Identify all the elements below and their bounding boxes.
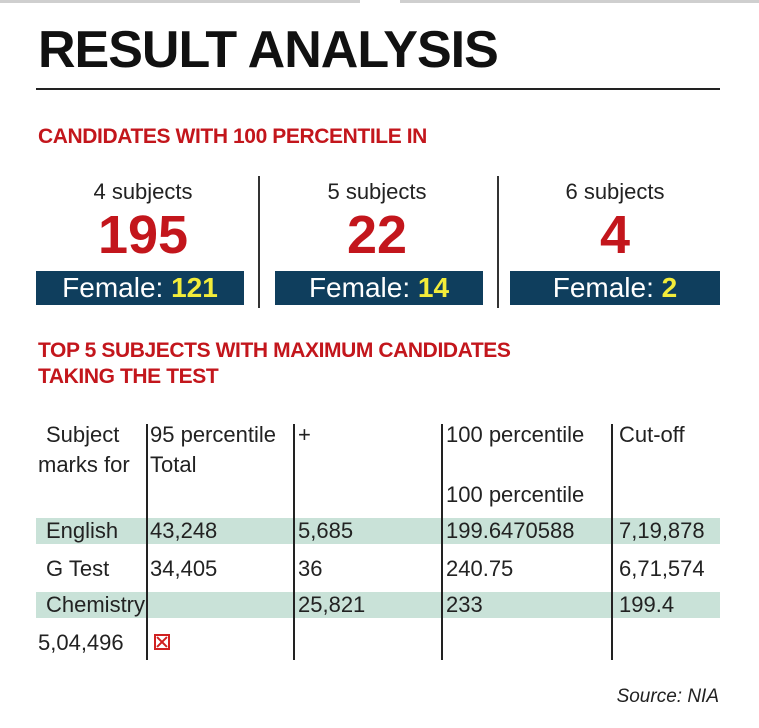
header-total: Total <box>150 452 197 477</box>
top-strip <box>0 0 759 4</box>
cell-english-subject: English <box>46 518 119 543</box>
section2-heading-line1: TOP 5 SUBJECTS WITH MAXIMUM CANDIDATES <box>38 339 511 362</box>
stat-label: 5 subjects <box>327 179 427 204</box>
stat-4-subjects: 4 subjects 195 <box>38 178 248 262</box>
stat-6-subjects: 6 subjects 4 <box>510 178 720 262</box>
header-marks-for: marks for <box>38 452 130 477</box>
header-cut-off: Cut-off <box>619 422 685 447</box>
cell-gtest-c5: 6,71,574 <box>619 556 705 581</box>
col-line-1 <box>146 424 148 660</box>
header-95-percentile: 95 percentile <box>150 422 276 447</box>
cell-chemistry-subject: Chemistry <box>46 592 146 617</box>
stat-value: 4 <box>599 205 631 265</box>
female-value: 121 <box>171 272 218 303</box>
female-badge-6: Female: 2 <box>510 271 720 305</box>
title-rule <box>36 88 720 90</box>
row-band-chemistry <box>36 592 720 618</box>
broken-glyph-icon <box>154 634 170 650</box>
cell-english-c2: 43,248 <box>150 518 218 543</box>
stat-value: 22 <box>346 205 408 265</box>
stat-5-subjects: 5 subjects 22 <box>272 178 482 262</box>
cell-row4-c1: 5,04,496 <box>38 630 124 655</box>
cell-gtest-c2: 34,405 <box>150 556 218 581</box>
stat-value: 195 <box>97 205 189 265</box>
header-subject: Subject <box>46 422 120 447</box>
top-strip-left <box>0 0 360 3</box>
cell-chemistry-c4: 233 <box>446 592 483 617</box>
header-plus: + <box>298 422 311 447</box>
page-title: RESULT ANALYSIS <box>38 21 499 79</box>
female-badge-5: Female: 14 <box>275 271 483 305</box>
cell-chemistry-c5: 199.4 <box>619 592 675 617</box>
header-100-percentile-second: 100 percentile <box>446 482 585 507</box>
col-line-3 <box>441 424 443 660</box>
female-label: Female: <box>552 272 654 303</box>
female-value: 2 <box>661 272 678 303</box>
cell-english-c3: 5,685 <box>298 518 354 543</box>
source-credit: Source: NIA <box>616 686 719 707</box>
stat-label: 4 subjects <box>93 179 193 204</box>
section1-heading: CANDIDATES WITH 100 PERCENTILE IN <box>38 125 427 148</box>
col-line-2 <box>293 424 295 660</box>
female-value: 14 <box>417 272 450 303</box>
cell-chemistry-c3: 25,821 <box>298 592 366 617</box>
female-badge-4: Female: 121 <box>36 271 244 305</box>
cell-gtest-c3: 36 <box>298 556 323 581</box>
stat-label: 6 subjects <box>565 179 665 204</box>
stat-divider-2 <box>497 176 499 308</box>
cell-english-c4: 199.6470588 <box>446 518 575 543</box>
section2-heading: TOP 5 SUBJECTS WITH MAXIMUM CANDIDATES T… <box>38 338 511 390</box>
cell-english-c5: 7,19,878 <box>619 518 705 543</box>
female-label: Female: <box>62 272 164 303</box>
stat-divider-1 <box>258 176 260 308</box>
row-band-english <box>36 518 720 544</box>
cell-gtest-c4: 240.75 <box>446 556 514 581</box>
col-line-4 <box>611 424 613 660</box>
header-100-percentile: 100 percentile <box>446 422 585 447</box>
section2-heading-line2: TAKING THE TEST <box>38 365 219 388</box>
cell-gtest-subject: G Test <box>46 556 110 581</box>
female-label: Female: <box>308 272 411 303</box>
top-strip-right <box>400 0 759 3</box>
